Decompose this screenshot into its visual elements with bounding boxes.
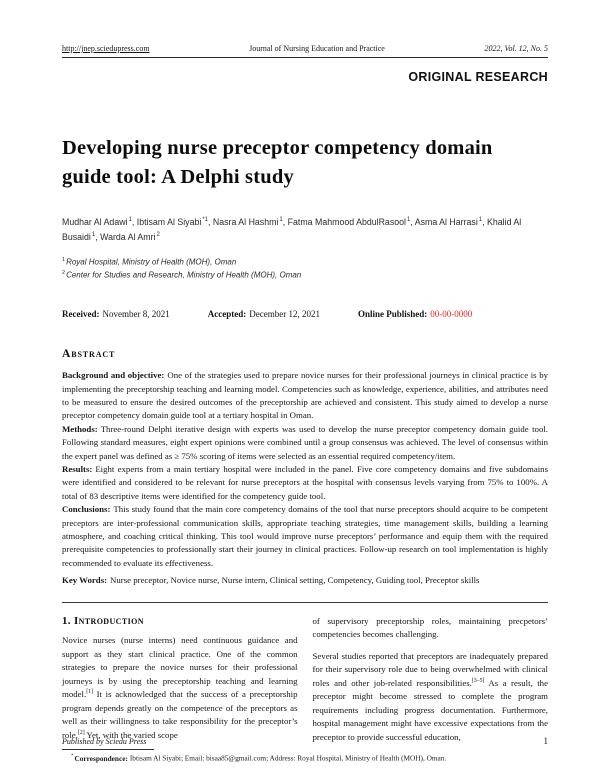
affiliation-list: 1Royal Hospital, Ministry of Health (MOH…	[62, 256, 548, 283]
right-column: of supervisory preceptorship roles, main…	[313, 615, 549, 745]
page-number: 1	[543, 736, 549, 746]
abstract-results: Results: Eight experts from a main tertia…	[62, 463, 548, 501]
abstract-heading: Abstract	[62, 348, 116, 361]
accepted-date: Accepted: December 12, 2021	[207, 309, 320, 320]
article-title: Developing nurse preceptor competency do…	[62, 137, 493, 189]
footnote-rule	[62, 749, 154, 751]
two-column-body: 1. Introduction Novice nurses (nurse int…	[62, 615, 548, 745]
journal-name: Journal of Nursing Education and Practic…	[249, 44, 385, 53]
journal-url-link[interactable]: http://jnep.sciedupress.com	[62, 44, 150, 53]
author-affiliation-mark: 1	[91, 231, 96, 238]
author-affiliation-mark: *1	[202, 216, 208, 223]
author-affiliation-mark: 1	[478, 216, 483, 223]
received-date: Received: November 8, 2021	[62, 309, 170, 320]
author-affiliation-mark: 1	[406, 216, 411, 223]
page-footer: Published by Sciedu Press 1	[62, 736, 548, 746]
abstract-methods: Methods: Three-round Delphi iterative des…	[62, 423, 548, 461]
author: Fatma Mahmood AbdulRasool1,	[287, 216, 415, 227]
online-published-date: Online Published: 00-00-0000	[357, 309, 473, 320]
author: Ibtisam Al Siyabi*1,	[136, 216, 213, 227]
affiliation: 1Royal Hospital, Ministry of Health (MOH…	[62, 256, 237, 267]
keywords-line: Key Words: Nurse preceptor, Novice nurse,…	[62, 575, 480, 586]
body-paragraph: of supervisory preceptorship roles, main…	[312, 615, 549, 640]
author-affiliation-mark: 1	[279, 216, 283, 223]
abstract-conclusions: Conclusions: This study found that the ma…	[62, 504, 548, 568]
running-header: http://jnep.sciedupress.com Journal of N…	[62, 44, 548, 58]
citation-ref-3-5: [3–5]	[471, 677, 485, 684]
author: Khalid Al Busaidi1,	[62, 216, 522, 242]
affiliation: 2Center for Studies and Research, Minist…	[62, 270, 302, 281]
dates-row: Received: November 8, 2021 Accepted: Decem…	[62, 309, 548, 319]
introduction-paragraph: Novice nurses (nurse interns) need conti…	[62, 635, 298, 740]
author: Mudhar Al Adawi1,	[62, 216, 137, 227]
footnote-text: *Correspondence: Ibtisam Al Siyabi; Email…	[71, 753, 447, 763]
author: Asma Al Harrasi1,	[414, 216, 488, 227]
article-type-label: ORIGINAL RESEARCH	[408, 70, 548, 84]
left-column: 1. Introduction Novice nurses (nurse int…	[62, 615, 298, 745]
publisher-note: Published by Sciedu Press	[62, 737, 147, 746]
section-divider	[62, 601, 548, 603]
author-affiliation-mark: 1	[128, 216, 132, 223]
citation-ref-2: [2]	[77, 729, 85, 736]
correspondence-footnote: *Correspondence: Ibtisam Al Siyabi; Email…	[62, 749, 548, 764]
author: Warda Al Amri2	[100, 231, 160, 242]
author: Nasra Al Hashmi1,	[212, 216, 288, 227]
author-affiliation-mark: 2	[156, 231, 160, 238]
body-paragraph: Several studies reported that preceptors…	[312, 650, 549, 742]
citation-ref-1: [1]	[86, 689, 93, 696]
introduction-heading: 1. Introduction	[62, 614, 144, 627]
abstract-body: Background and objective: One of the stra…	[62, 369, 548, 570]
journal-issue: 2022, Vol. 12, No. 5	[484, 44, 548, 53]
abstract-background: Background and objective: One of the stra…	[62, 370, 548, 421]
author-list: Mudhar Al Adawi1, Ibtisam Al Siyabi*1, N…	[62, 215, 548, 245]
